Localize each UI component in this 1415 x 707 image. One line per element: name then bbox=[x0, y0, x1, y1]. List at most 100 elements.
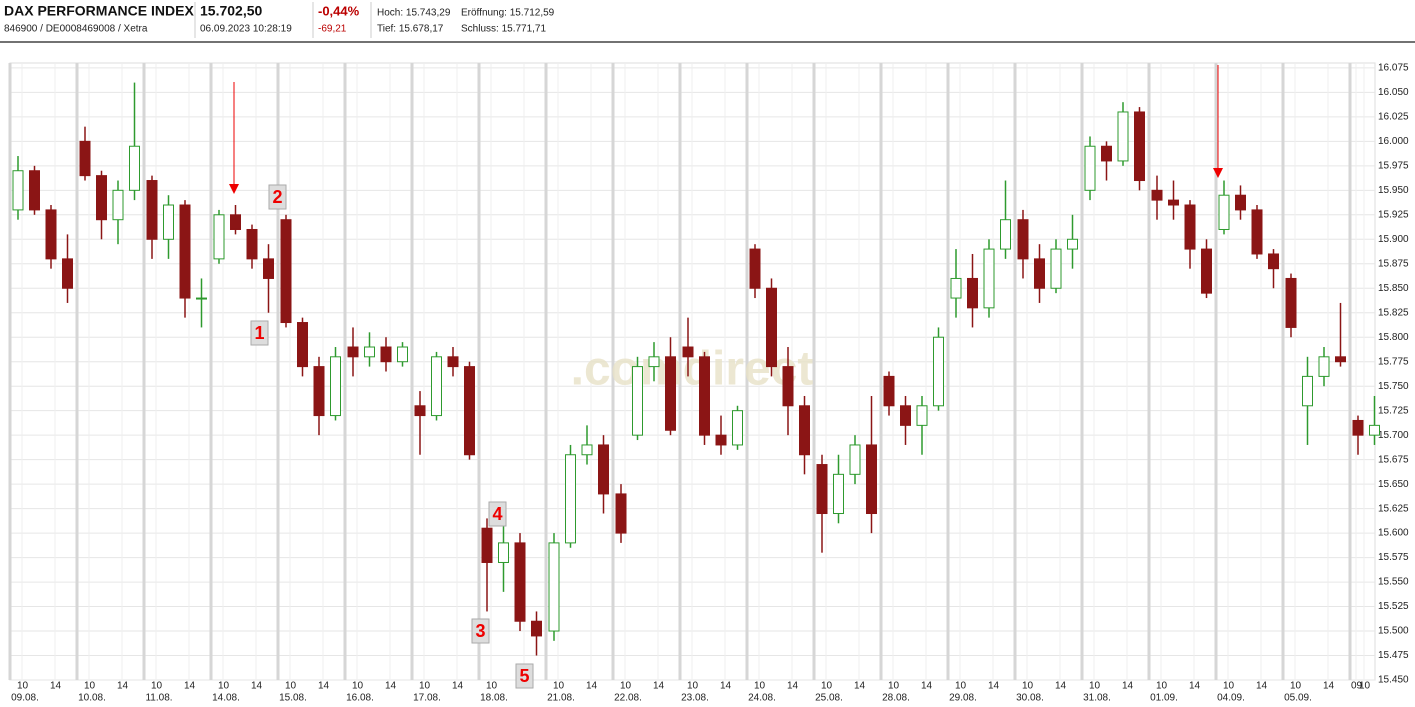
arrow-head bbox=[1213, 168, 1223, 178]
candle-body bbox=[732, 410, 743, 446]
x-date-label: 18.08. bbox=[480, 693, 508, 704]
x-date-label: 15.08. bbox=[279, 693, 307, 704]
note-label: 5 bbox=[519, 666, 529, 686]
candle-body bbox=[1117, 111, 1129, 162]
candle-body bbox=[481, 527, 493, 563]
candle-body bbox=[230, 214, 241, 230]
note-box bbox=[250, 320, 269, 346]
x-date-label: 29.08. bbox=[949, 693, 977, 704]
x-date-label: 17.08. bbox=[413, 693, 441, 704]
x-hour-label: 14 bbox=[586, 681, 598, 692]
candle-body bbox=[45, 209, 57, 260]
x-date-label: 14.08. bbox=[212, 693, 240, 704]
candle-body bbox=[1201, 248, 1212, 294]
candle-body bbox=[1318, 356, 1330, 377]
candle-body bbox=[766, 287, 777, 368]
x-hour-label: 10 bbox=[1089, 681, 1101, 692]
x-hour-label: 14 bbox=[251, 681, 263, 692]
y-tick-label: 15.450 bbox=[1378, 675, 1409, 686]
candle-body bbox=[146, 180, 158, 240]
candle-body bbox=[12, 170, 24, 211]
candle-body bbox=[1218, 194, 1230, 230]
x-hour-label: 14 bbox=[50, 681, 62, 692]
candle-body bbox=[96, 175, 107, 221]
candle-body bbox=[380, 346, 392, 363]
candle-body bbox=[129, 145, 140, 191]
y-tick-label: 15.950 bbox=[1378, 185, 1409, 196]
note-box bbox=[488, 501, 507, 527]
note-box bbox=[515, 663, 534, 689]
x-date-label: 25.08. bbox=[815, 693, 843, 704]
low: Tief: 15.678,17 bbox=[377, 24, 444, 35]
note-label: 1 bbox=[254, 323, 264, 343]
x-hour-label: 14 bbox=[385, 681, 397, 692]
candle-body bbox=[782, 366, 794, 407]
candle-body bbox=[1369, 424, 1380, 436]
arrow-head bbox=[229, 184, 239, 194]
x-date-label: 28.08. bbox=[882, 693, 910, 704]
y-tick-label: 15.600 bbox=[1378, 528, 1409, 539]
candle-body bbox=[62, 258, 73, 289]
note-box bbox=[268, 184, 287, 210]
x-hour-label: 14 bbox=[988, 681, 1000, 692]
open: Eröffnung: 15.712,59 bbox=[461, 8, 555, 19]
candle-body bbox=[632, 366, 643, 436]
candle-body bbox=[665, 356, 676, 431]
candle-body bbox=[1302, 375, 1313, 407]
x-hour-label: 10 bbox=[1022, 681, 1034, 692]
x-date-label: 23.08. bbox=[681, 693, 709, 704]
y-tick-label: 15.900 bbox=[1378, 234, 1409, 245]
x-date-label: 22.08. bbox=[614, 693, 642, 704]
candle-body bbox=[749, 248, 761, 289]
price: 15.702,50 bbox=[200, 3, 262, 19]
ids: 846900 / DE0008469008 / Xetra bbox=[4, 24, 148, 35]
y-tick-label: 16.050 bbox=[1378, 87, 1409, 98]
x-hour-label: 14 bbox=[184, 681, 196, 692]
x-hour-label: 14 bbox=[1323, 681, 1335, 692]
x-hour-label: 14 bbox=[854, 681, 866, 692]
candle-body bbox=[849, 444, 861, 475]
x-date-label: 30.08. bbox=[1016, 693, 1044, 704]
candle-body bbox=[112, 189, 124, 221]
candle-body bbox=[581, 444, 593, 456]
candle-body bbox=[196, 297, 207, 300]
candle-body bbox=[364, 346, 375, 358]
candle-body bbox=[699, 356, 710, 436]
candle-body bbox=[1251, 209, 1263, 255]
x-hour-label: 14 bbox=[1189, 681, 1201, 692]
x-hour-label: 10 bbox=[1223, 681, 1235, 692]
candle-body bbox=[330, 356, 341, 417]
y-tick-label: 16.025 bbox=[1378, 112, 1409, 123]
y-tick-label: 15.675 bbox=[1378, 454, 1409, 465]
candle-body bbox=[950, 277, 962, 299]
timestamp: 06.09.2023 10:28:19 bbox=[200, 24, 292, 35]
candle-body bbox=[498, 542, 509, 563]
x-date-label: 10.08. bbox=[78, 693, 106, 704]
x-hour-label: 14 bbox=[1122, 681, 1134, 692]
candle-body bbox=[263, 258, 274, 279]
x-hour-label: 10 bbox=[1290, 681, 1302, 692]
x-hour-label: 10 bbox=[486, 681, 498, 692]
x-hour-label: 10 bbox=[1359, 681, 1371, 692]
candle-body bbox=[1168, 199, 1179, 206]
candle-body bbox=[916, 405, 928, 426]
high: Hoch: 15.743,29 bbox=[377, 8, 451, 19]
x-hour-label: 09 bbox=[1351, 681, 1363, 692]
y-tick-label: 15.825 bbox=[1378, 307, 1409, 318]
candle-body bbox=[280, 219, 292, 324]
candles bbox=[12, 82, 1380, 656]
x-hour-label: 14 bbox=[921, 681, 933, 692]
change-pct: -0,44% bbox=[318, 3, 360, 18]
x-hour-label: 14 bbox=[787, 681, 799, 692]
candle-body bbox=[1017, 219, 1029, 260]
candle-body bbox=[833, 473, 844, 515]
note-box bbox=[471, 618, 490, 644]
candle-body bbox=[431, 356, 442, 417]
candle-body bbox=[297, 322, 308, 368]
y-tick-label: 15.725 bbox=[1378, 405, 1409, 416]
candle-body bbox=[1151, 189, 1163, 201]
candle-body bbox=[163, 204, 174, 240]
y-tick-label: 15.975 bbox=[1378, 160, 1409, 171]
annotations: 1 2 3 4 5 bbox=[229, 65, 1223, 689]
